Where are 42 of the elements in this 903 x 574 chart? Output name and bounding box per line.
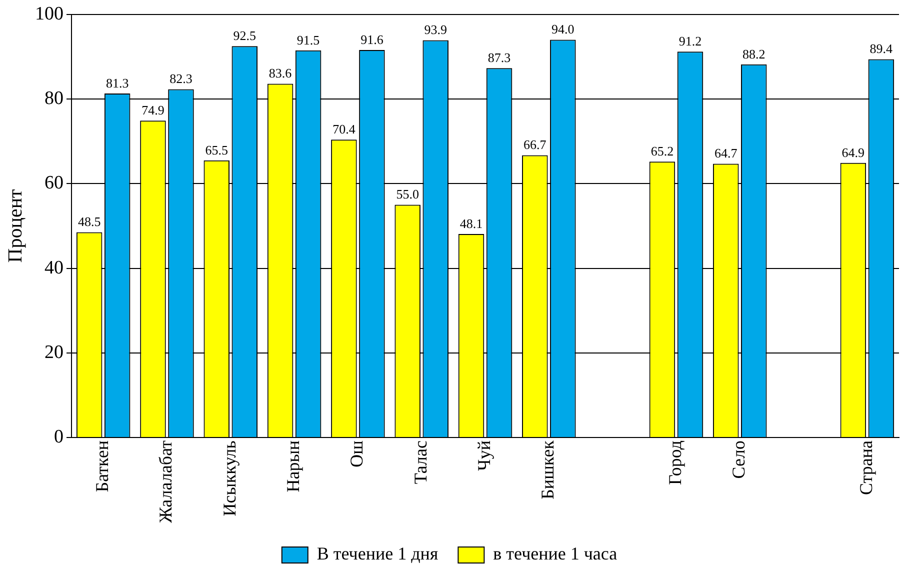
data-label: 81.3 [106,75,129,90]
data-label: 82.3 [170,71,192,86]
x-tick-label: Бишкек [538,440,558,500]
data-label: 89.4 [870,41,894,56]
data-label: 64.9 [842,144,865,160]
data-label: 83.6 [268,66,292,81]
x-tick-label: Село [728,440,749,479]
data-label: 93.9 [424,22,447,38]
data-label: 66.7 [524,137,547,152]
data-label: 55.0 [396,186,419,202]
data-label: 92.5 [233,28,256,44]
y-tick-label: 0 [54,426,64,448]
x-tick-label: Ош [346,440,367,468]
data-label: 70.4 [332,122,356,137]
x-tick-label: Страна [856,440,876,495]
data-label: 91.2 [678,34,702,49]
data-label: 64.7 [714,146,738,161]
legend-label: В течение 1 дня [316,544,438,564]
x-tick-label: Талас [410,440,430,484]
x-tick-label: Исыккуль [219,440,240,516]
x-tick-label: Баткен [92,440,112,492]
data-label: 91.6 [360,32,384,47]
y-axis-title: Процент [4,188,26,263]
data-label: 65.2 [650,144,674,159]
data-label: 87.3 [488,50,511,66]
y-tick-label: 80 [44,88,64,110]
data-label: 74.9 [142,102,164,118]
x-tick-label: Город [664,440,685,485]
y-tick-label: 20 [44,342,64,363]
legend-label: в течение 1 часа [493,544,618,564]
data-label: 91.5 [296,32,320,48]
data-label: 94.0 [552,22,574,37]
data-label: 65.5 [205,142,228,158]
x-tick-label: Жалалабат [156,440,176,524]
y-tick-label: 100 [35,3,64,24]
data-label: 48.5 [78,214,101,230]
data-label: 48.1 [460,216,483,231]
x-tick-label: Нарын [283,440,304,492]
y-tick-label: 40 [44,257,64,278]
data-label: 88.2 [742,46,766,62]
y-tick-label: 60 [44,172,64,194]
x-tick-label: Чуй [474,440,494,471]
